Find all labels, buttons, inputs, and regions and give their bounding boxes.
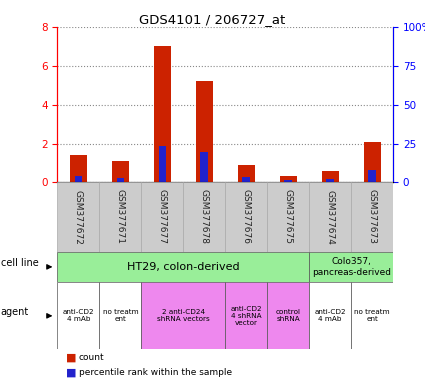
Text: control
shRNA: control shRNA [276,310,301,322]
Bar [74,175,82,182]
Bar [322,171,339,182]
Bar [57,252,309,282]
Bar [326,179,334,182]
Text: GSM377673: GSM377673 [368,189,377,245]
Bar [242,177,250,182]
Text: anti-CD2
4 mAb: anti-CD2 4 mAb [62,310,94,322]
Bar [183,182,225,252]
Text: anti-CD2
4 shRNA
vector: anti-CD2 4 shRNA vector [230,306,262,326]
Bar [309,282,351,349]
Bar [280,175,297,182]
Bar [99,182,141,252]
Bar [238,165,255,182]
Bar [112,161,129,182]
Bar [154,46,171,182]
Text: GSM377671: GSM377671 [116,189,125,245]
Bar [364,142,380,182]
Bar [267,282,309,349]
Text: GSM377676: GSM377676 [242,189,251,245]
Text: GSM377678: GSM377678 [200,189,209,245]
Bar [201,152,208,182]
Bar [159,146,166,182]
Bar [57,282,99,349]
Bar [99,282,141,349]
Text: count: count [79,353,104,362]
Text: GSM377672: GSM377672 [74,190,83,244]
Text: no treatm
ent: no treatm ent [354,310,390,322]
Text: agent: agent [1,307,29,317]
Bar [351,282,393,349]
Bar [141,282,225,349]
Bar [70,155,87,182]
Text: anti-CD2
4 mAb: anti-CD2 4 mAb [314,310,346,322]
Text: Colo357,
pancreas-derived: Colo357, pancreas-derived [312,257,391,276]
Bar [196,81,212,182]
Bar [57,182,99,252]
Text: GSM377675: GSM377675 [284,189,293,245]
Bar [225,182,267,252]
Bar [351,182,393,252]
Text: cell line: cell line [1,258,39,268]
Bar [309,182,351,252]
Bar [309,252,393,282]
Bar [267,182,309,252]
Text: GSM377677: GSM377677 [158,189,167,245]
Text: GDS4101 / 206727_at: GDS4101 / 206727_at [139,13,286,26]
Text: no treatm
ent: no treatm ent [102,310,138,322]
Text: ■: ■ [66,367,76,377]
Bar [141,182,183,252]
Text: GSM377674: GSM377674 [326,190,334,244]
Bar [368,170,376,182]
Text: ■: ■ [66,353,76,363]
Bar [116,177,124,182]
Text: percentile rank within the sample: percentile rank within the sample [79,368,232,377]
Bar [225,282,267,349]
Text: HT29, colon-derived: HT29, colon-derived [127,262,240,272]
Text: 2 anti-CD24
shRNA vectors: 2 anti-CD24 shRNA vectors [157,310,210,322]
Bar [284,180,292,182]
